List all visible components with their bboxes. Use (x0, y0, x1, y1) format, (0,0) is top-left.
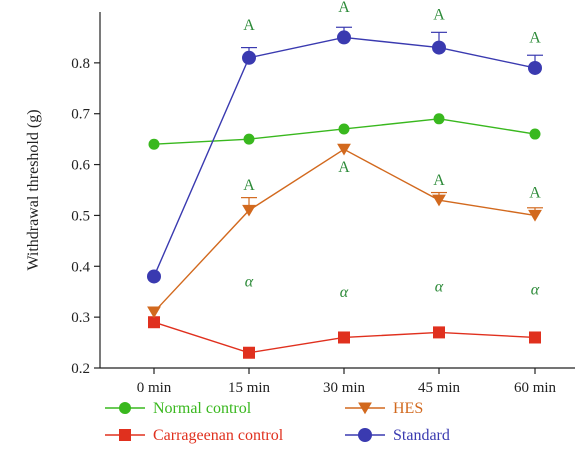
series-standard (147, 26, 543, 284)
legend-item: Normal control (105, 400, 252, 417)
y-tick-label: 0.7 (71, 107, 90, 123)
significance-label: A (529, 185, 541, 202)
significance-label: A (243, 177, 255, 194)
data-point (432, 40, 446, 55)
x-tick-label: 0 min (137, 380, 172, 396)
data-point (147, 269, 161, 284)
data-point (338, 123, 350, 135)
legend-label: Normal control (153, 400, 252, 417)
y-tick-label: 0.8 (71, 56, 90, 72)
data-point (242, 204, 256, 217)
data-point (528, 209, 542, 222)
legend-label: HES (393, 400, 423, 417)
significance-label: A (243, 17, 255, 34)
legend-marker (119, 402, 131, 414)
data-point (148, 316, 160, 329)
data-point (432, 194, 446, 207)
x-tick-label: 60 min (514, 380, 557, 396)
data-point (433, 326, 445, 339)
legend: Normal control Carrageenan control HES Stan… (105, 400, 450, 444)
legend-item: Carrageenan control (105, 427, 284, 444)
data-point (147, 306, 161, 319)
significance-label: α (435, 279, 444, 296)
x-tick-label: 15 min (228, 380, 271, 396)
legend-label: Standard (393, 427, 450, 444)
significance-label: A (338, 0, 350, 16)
legend-item: Standard (345, 427, 450, 444)
data-point (337, 30, 351, 45)
data-point (243, 346, 255, 359)
data-point (243, 133, 255, 145)
data-point (148, 138, 160, 150)
data-point (242, 50, 256, 65)
data-point (529, 128, 541, 140)
data-point (528, 60, 542, 75)
series-line (153, 36, 536, 277)
legend-marker (358, 402, 372, 415)
y-tick-label: 0.2 (71, 361, 90, 377)
significance-label: α (340, 284, 349, 301)
legend-label: Carrageenan control (153, 427, 284, 444)
plot-area: A A A A A A A Aα α α α (147, 0, 543, 359)
data-point (337, 143, 351, 156)
legend-marker (119, 429, 131, 441)
significance-label: α (531, 281, 540, 298)
y-axis-title: Withdrawal threshold (g) (25, 109, 42, 270)
series-normal-control (148, 113, 541, 150)
data-point (529, 331, 541, 344)
x-tick-label: 30 min (323, 380, 366, 396)
series-hes (147, 143, 543, 319)
significance-label: A (433, 7, 445, 24)
significance-label: A (433, 172, 445, 189)
data-point (433, 113, 445, 125)
y-tick-label: 0.4 (71, 259, 90, 275)
legend-item: HES (345, 400, 423, 417)
y-tick-label: 0.5 (71, 208, 90, 224)
data-point (338, 331, 350, 344)
legend-marker (358, 428, 372, 442)
significance-label: α (245, 274, 254, 291)
y-tick-label: 0.3 (71, 310, 90, 326)
significance-label: A (338, 159, 350, 176)
x-tick-label: 45 min (418, 380, 461, 396)
axes: 0.2 0.3 0.4 0.5 0.6 0.7 0.8 0 min 15 min 30 min 45… (25, 12, 575, 396)
y-tick-label: 0.6 (71, 158, 90, 174)
series-carrageenan-control (148, 316, 541, 359)
significance-label: A (529, 30, 541, 47)
